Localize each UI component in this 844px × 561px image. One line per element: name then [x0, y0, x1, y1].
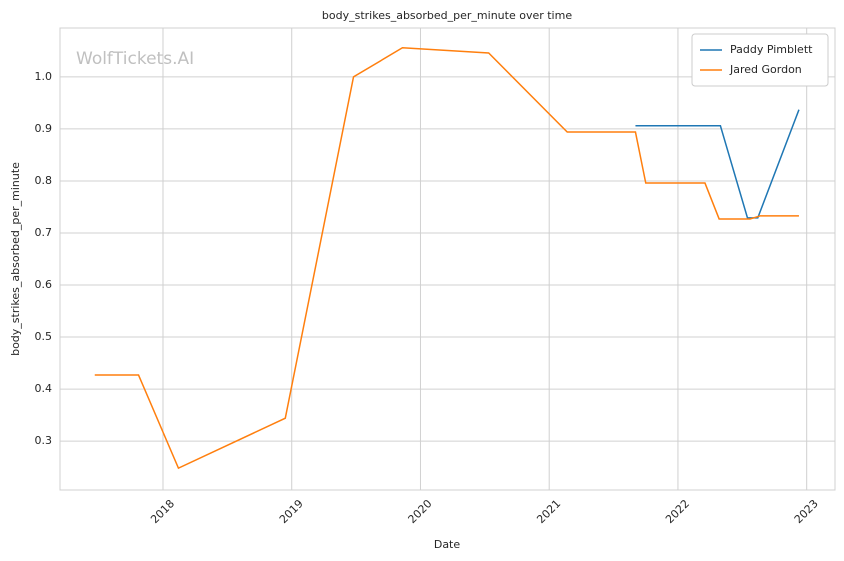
y-tick-label: 0.4 — [35, 382, 53, 395]
watermark: WolfTickets.AI — [76, 49, 194, 69]
legend-label: Paddy Pimblett — [730, 43, 813, 56]
x-axis-label: Date — [434, 538, 461, 551]
y-tick-label: 0.5 — [35, 330, 53, 343]
y-tick-label: 1.0 — [35, 70, 53, 83]
line — [94, 47, 799, 470]
plot-frame — [59, 27, 836, 491]
legend-box — [691, 33, 829, 87]
y-tick-label: 0.6 — [35, 278, 53, 291]
line — [635, 109, 800, 219]
y-tick-label: 0.7 — [35, 226, 53, 239]
chart-title: body_strikes_absorbed_per_minute over ti… — [322, 9, 572, 22]
y-tick-label: 0.9 — [35, 122, 53, 135]
y-tick-label: 0.3 — [35, 434, 53, 447]
y-tick-label: 0.8 — [35, 174, 53, 187]
legend-label: Jared Gordon — [729, 63, 802, 76]
y-axis-label: body_strikes_absorbed_per_minute — [9, 162, 22, 356]
